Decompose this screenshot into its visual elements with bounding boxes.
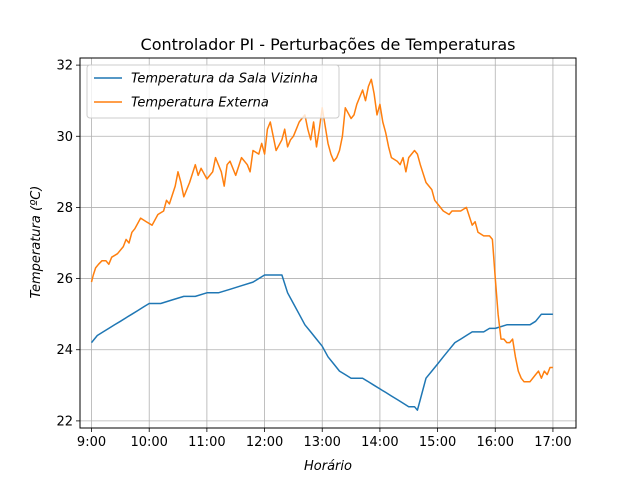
series-line-0 [90,274,553,411]
x-tick-label: 15:00 [419,435,456,450]
x-axis: 9:00 10:00 11:00 12:00 13:00 14:00 15:00 16:00 1… [77,428,572,450]
y-tick-label: 22 [56,414,73,429]
series-line-1 [90,78,553,383]
legend: Temperatura da Sala Vizinha Temperatura E… [86,64,340,119]
x-tick-label: 11:00 [188,435,225,450]
y-tick-label: 30 [56,130,73,145]
y-tick-label: 32 [56,59,73,74]
y-axis-label: Temperatura (ºC) [29,186,44,299]
y-tick-label: 26 [56,272,73,287]
legend-entry-0: Temperatura da Sala Vizinha [131,72,318,87]
axes-frame [79,57,577,429]
x-tick-label: 16:00 [477,435,514,450]
y-tick-label: 24 [56,343,73,358]
series-lines [90,78,553,411]
x-tick-label: 12:00 [246,435,283,450]
y-tick-label: 28 [56,201,73,216]
x-tick-label: 14:00 [361,435,398,450]
legend-entry-1: Temperatura Externa [131,96,269,111]
y-axis: 22 24 26 28 30 32 [56,59,80,429]
chart-title: Controlador PI - Perturbações de Tempera… [141,35,516,54]
x-tick-label: 13:00 [303,435,340,450]
x-tick-label: 9:00 [77,435,106,450]
x-axis-label: Horário [304,459,352,474]
x-tick-label: 17:00 [534,435,571,450]
x-tick-label: 10:00 [130,435,167,450]
legend-box [86,64,340,119]
